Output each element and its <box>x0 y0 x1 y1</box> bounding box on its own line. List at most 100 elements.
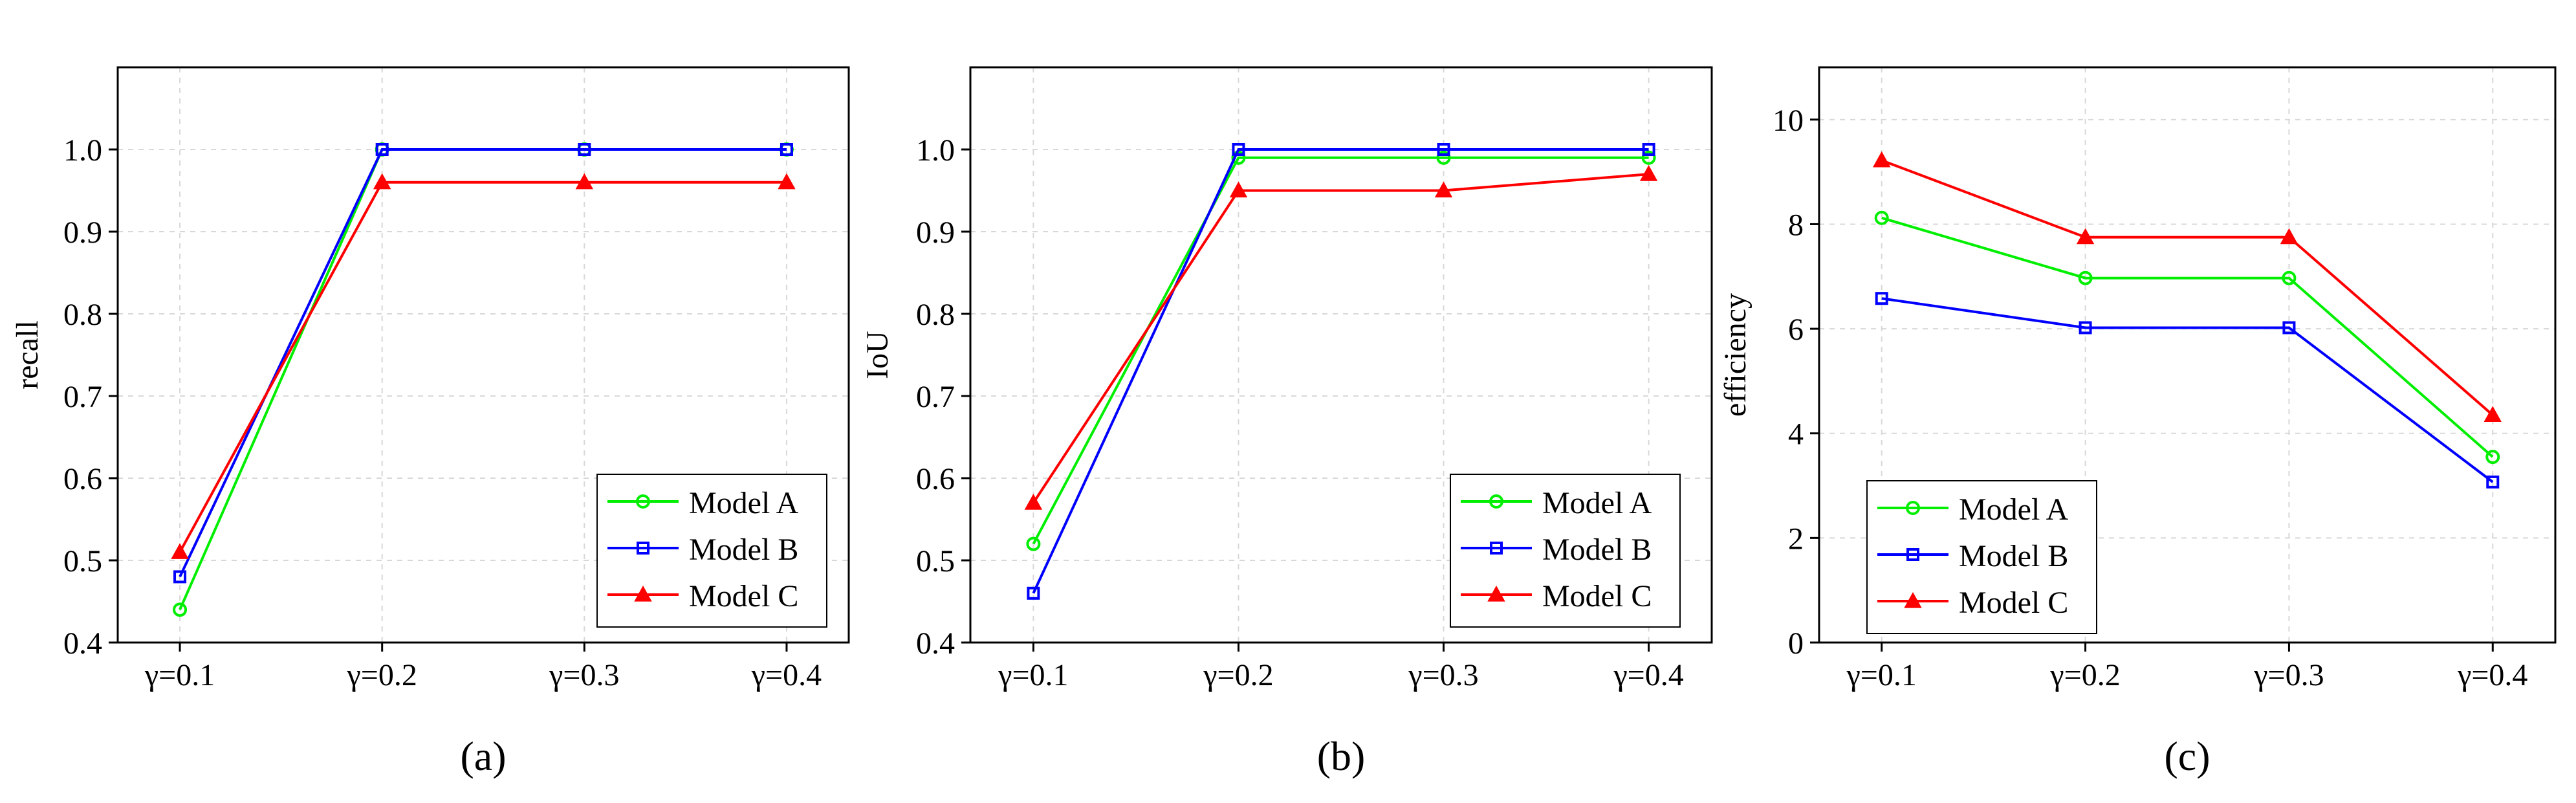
data-point <box>1436 150 1451 165</box>
data-point <box>1874 210 1889 225</box>
chart-panel-1: 0.4 0.5 0.6 0.7 0.8 0.9 1.0 γ=0.1 γ=0.2 γ=0.3 γ=0.… <box>10 66 850 779</box>
series-model-c <box>171 173 796 559</box>
data-point <box>1437 143 1450 156</box>
series-model-b <box>1875 292 2500 489</box>
data-point <box>2282 270 2297 285</box>
series-model-b <box>173 143 793 584</box>
chart-panel-2: 0.4 0.5 0.6 0.7 0.8 0.9 1.0 γ=0.1 γ=0.2 γ=0.3 γ=0.… <box>860 66 1713 779</box>
y-tick-label: 1.0 <box>916 133 955 168</box>
data-point <box>1026 536 1041 551</box>
series-line <box>1881 216 2494 458</box>
data-point <box>2486 475 2500 489</box>
legend-marker <box>1490 542 1503 555</box>
x-tick-label: γ=0.4 <box>2457 658 2527 692</box>
x-tick-label: γ=0.2 <box>347 658 417 692</box>
legend: Model A Model B Model C <box>1866 480 2097 634</box>
legend-label: Model A <box>1959 492 2069 527</box>
y-tick-label: 0.8 <box>63 298 102 332</box>
x-tick-label: γ=0.1 <box>144 658 215 692</box>
y-tick-label: 4 <box>1788 417 1804 452</box>
y-tick-label: 0.5 <box>916 544 955 578</box>
y-tick-label: 0.9 <box>63 215 102 250</box>
x-tick-label: γ=0.2 <box>2049 658 2120 692</box>
x-tick-label: γ=0.1 <box>998 658 1068 692</box>
data-point <box>373 173 391 190</box>
legend-marker <box>637 542 649 555</box>
plot-frame <box>1818 66 2557 644</box>
series-model-a <box>1874 210 2500 465</box>
legend: Model A Model B Model C <box>1450 474 1681 628</box>
data-point <box>1024 494 1043 510</box>
panel-label: (b) <box>1317 733 1366 779</box>
x-tick-label: γ=0.3 <box>2253 658 2324 692</box>
data-point <box>578 143 591 156</box>
series-line <box>179 181 787 553</box>
data-point <box>173 570 187 584</box>
panel-label: (c) <box>2164 733 2210 779</box>
legend-label: Model C <box>689 579 798 613</box>
y-tick-label: 10 <box>1773 104 1804 138</box>
data-point <box>2483 406 2502 423</box>
y-tick-label: 0.7 <box>916 380 955 414</box>
data-point <box>1434 181 1453 198</box>
data-point <box>1873 151 1891 168</box>
y-tick-label: 0.9 <box>916 215 955 250</box>
legend-box <box>596 474 827 628</box>
y-tick-label: 0 <box>1788 626 1804 661</box>
legend-label: Model A <box>689 486 799 520</box>
series-model-c <box>1873 151 2502 423</box>
legend-marker <box>1489 494 1503 509</box>
data-point <box>575 173 594 190</box>
x-tick-label: γ=0.3 <box>549 658 619 692</box>
legend-label: Model B <box>1959 539 2068 573</box>
data-point <box>2485 450 2500 465</box>
y-tick-label: 1.0 <box>63 133 102 168</box>
panel-label: (a) <box>460 733 506 779</box>
legend-label: Model B <box>1542 533 1652 567</box>
legend: Model A Model B Model C <box>596 474 827 628</box>
legend-label: Model B <box>689 533 798 567</box>
series-line <box>1032 173 1649 504</box>
x-tick-label: γ=0.3 <box>1408 658 1478 692</box>
legend-box <box>1450 474 1681 628</box>
series-model-c <box>1024 165 1658 510</box>
series-line <box>1881 297 2494 483</box>
y-tick-label: 0.5 <box>63 544 102 578</box>
data-point <box>2280 228 2298 245</box>
data-point <box>375 143 389 156</box>
plot-frame <box>116 66 850 644</box>
legend-label: Model C <box>1959 586 2068 620</box>
legend-label: Model A <box>1542 486 1652 520</box>
data-point <box>2076 228 2095 245</box>
legend-marker <box>634 585 652 602</box>
legend-marker <box>1904 591 1922 608</box>
data-point <box>2078 270 2093 285</box>
data-point <box>1641 150 1656 165</box>
y-tick-label: 0.8 <box>916 298 955 332</box>
data-point <box>778 173 796 190</box>
y-tick-label: 0.4 <box>916 626 955 661</box>
y-tick-label: 2 <box>1788 522 1804 556</box>
legend-marker <box>1906 501 1920 515</box>
legend-box <box>1866 480 2097 634</box>
series-model-b <box>1027 143 1655 600</box>
plot-frame <box>969 66 1713 644</box>
legend-marker <box>1487 585 1505 602</box>
y-tick-label: 0.4 <box>63 626 102 661</box>
data-point <box>1027 586 1040 600</box>
data-point <box>780 143 793 156</box>
data-point <box>171 543 189 559</box>
series-line <box>1032 156 1649 545</box>
x-tick-label: γ=0.4 <box>1613 658 1683 692</box>
y-axis-label: efficiency <box>1718 293 1752 417</box>
legend-label: Model C <box>1542 579 1652 613</box>
chart-panel-3: 0 2 4 6 8 10 γ=0.1 γ=0.2 γ=0.3 γ=0.4 efficiency (c)… <box>1718 66 2557 779</box>
x-tick-label: γ=0.1 <box>1846 658 1917 692</box>
data-point <box>1642 143 1655 156</box>
x-tick-label: γ=0.4 <box>751 658 822 692</box>
legend-marker <box>636 494 650 509</box>
legend-marker <box>1906 548 1919 561</box>
y-tick-label: 0.6 <box>63 462 102 496</box>
series-line <box>1032 148 1649 594</box>
data-point <box>173 602 188 617</box>
